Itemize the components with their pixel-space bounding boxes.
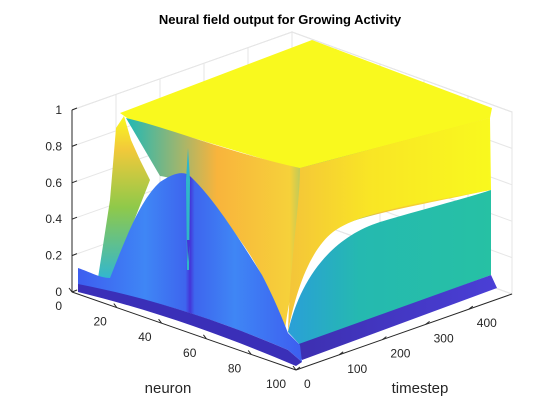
chart-title: Neural field output for Growing Activity [159,12,402,27]
z-tick-label: 0.2 [45,249,62,263]
surface-center-spike [186,148,190,270]
z-tick-label: 0 [55,285,62,299]
y-tick-label: 300 [434,331,454,345]
x-axis-label: neuron [145,380,192,397]
surface-right-lower [288,190,491,345]
y-tick-label: 0 [304,377,311,391]
z-tick-label: 0.8 [45,139,62,153]
x-tick-label: 80 [228,361,242,375]
x-tick-label: 40 [138,330,152,344]
y-tick-label: 200 [390,347,410,361]
surface-right-base [296,275,497,360]
surface-front-dome [78,173,302,362]
x-tick-label: 60 [183,346,197,360]
z-tick-label: 0.6 [45,176,62,190]
surface-plot [78,40,497,366]
x-tick-label: 20 [93,315,107,329]
surface-front-base [78,284,302,366]
z-tick-label: 0.4 [45,212,62,226]
z-tick-label: 1 [55,103,62,117]
y-axis-label: timestep [392,380,449,397]
y-tick-label: 400 [477,316,497,330]
surface-right-upper [288,118,491,332]
y-tick-label: 100 [347,362,367,376]
tick-labels: 0 0.2 0.4 0.6 0.8 1 0 20 40 60 80 100 0 100 200 300 400 [45,103,497,391]
x-tick-label: 0 [55,299,62,313]
axis-lines [71,110,513,371]
x-tick-label: 100 [266,377,286,391]
surface-left-wall [88,116,150,282]
surface-plateau [120,40,492,170]
